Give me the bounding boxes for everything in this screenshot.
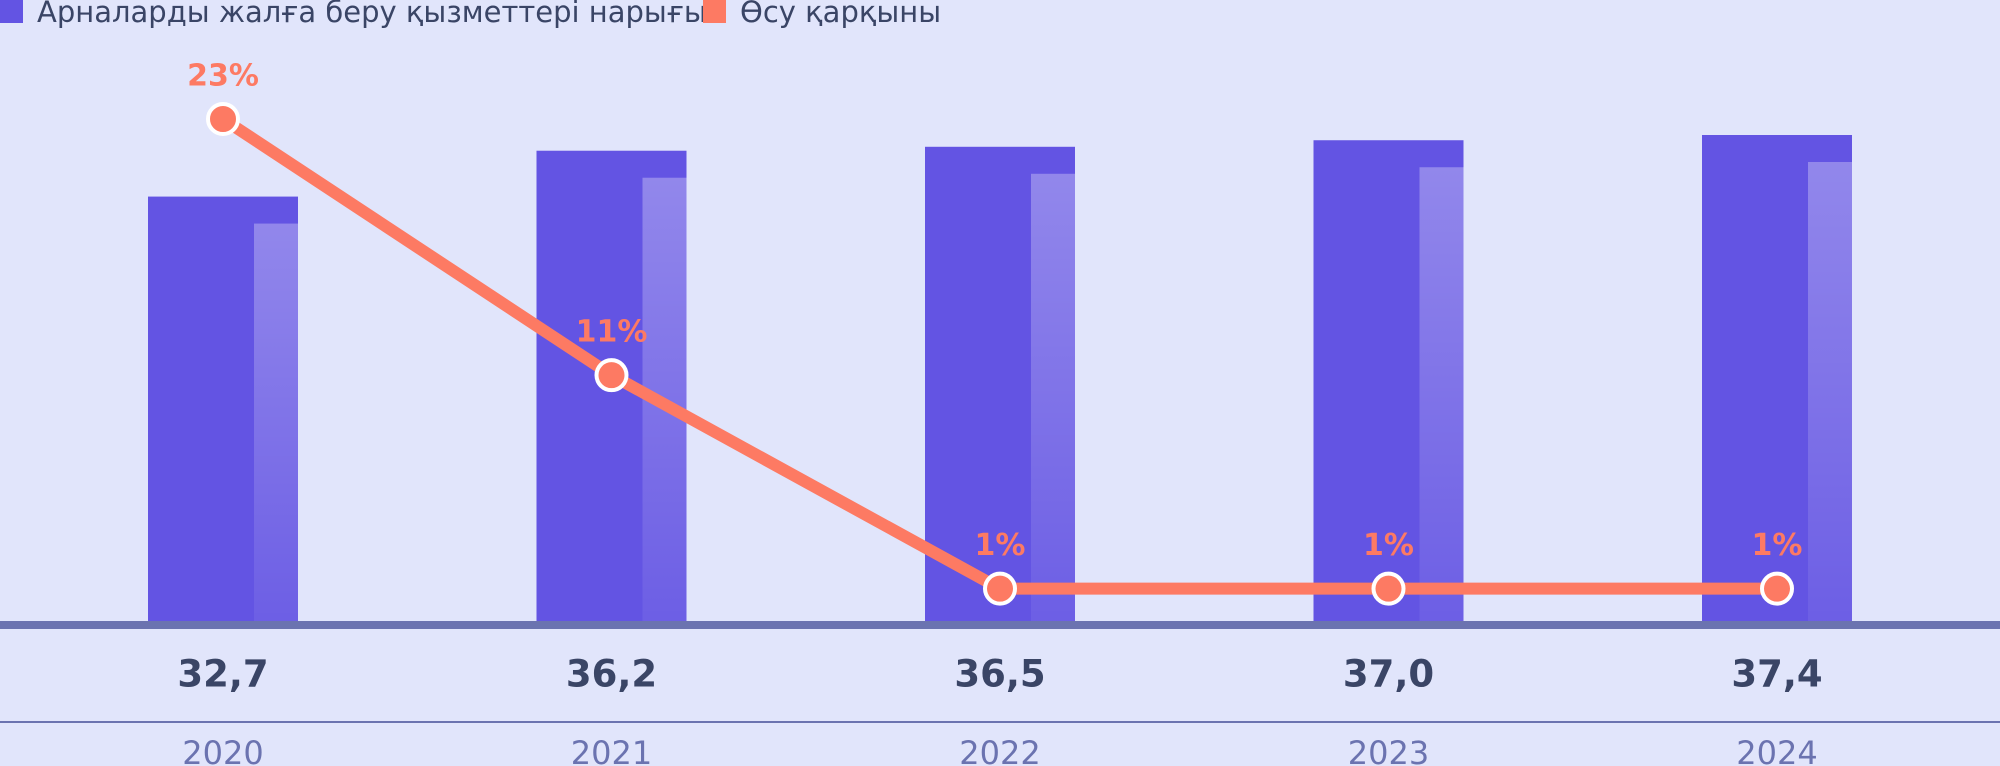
x-tick-label: 2022 <box>959 734 1040 766</box>
line-point <box>1760 571 1794 606</box>
line-value-label: 23% <box>187 59 259 94</box>
x-tick-label: 2020 <box>182 734 263 766</box>
bar-highlight <box>1031 173 1075 625</box>
legend-label: Арналарды жалға беру қызметтері нарығы <box>37 0 707 29</box>
line-point <box>206 102 240 136</box>
bar-value-label: 36,2 <box>566 653 657 696</box>
line-value-label: 11% <box>576 315 648 350</box>
line-point <box>1371 571 1406 606</box>
x-tick-label: 2021 <box>571 734 652 766</box>
bar-value-label: 37,4 <box>1731 653 1822 696</box>
legend-swatch <box>0 0 23 23</box>
line-point <box>594 358 629 393</box>
bar-value-label: 36,5 <box>954 653 1045 696</box>
x-tick-label: 2024 <box>1736 734 1817 766</box>
legend-label: Өсу қарқыны <box>740 0 941 29</box>
bar-value-label: 37,0 <box>1343 653 1434 696</box>
line-value-label: 1% <box>1752 528 1803 563</box>
bar-highlight <box>254 223 298 625</box>
bar-highlight <box>1419 167 1464 625</box>
line-value-label: 1% <box>1363 528 1414 563</box>
legend-swatch <box>703 0 726 23</box>
baseline <box>0 621 2000 629</box>
x-tick-label: 2023 <box>1348 734 1429 766</box>
line-point <box>983 571 1017 606</box>
bar-value-label: 32,7 <box>177 653 268 696</box>
bar-highlight <box>1808 162 1852 625</box>
line-value-label: 1% <box>975 528 1026 563</box>
line-series: 23% 11% 1% 1% 1% <box>187 59 1803 606</box>
